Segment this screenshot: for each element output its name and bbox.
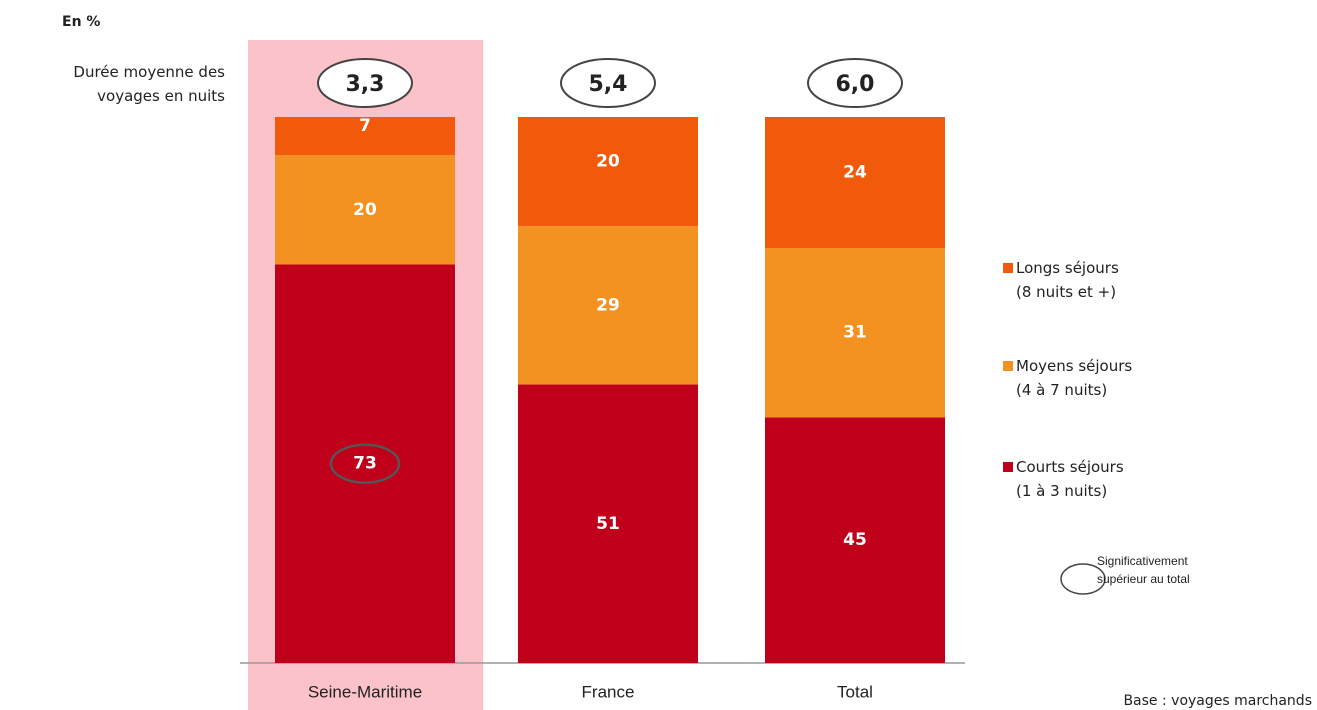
bar-segment [765,117,945,249]
average-label: 6,0 [836,72,875,97]
value-label: 51 [596,514,620,534]
x-tick-label: Seine-Maritime [308,682,422,701]
average-title: Durée moyenne des voyages en nuits [73,63,225,105]
bar-segment [275,155,455,265]
value-label: 73 [353,454,377,474]
bar-segment [518,226,698,385]
note-icon [1060,563,1106,595]
bar-segment [765,248,945,418]
average-oval [560,58,656,108]
average-label: 5,4 [589,72,628,97]
unit-label: En % [62,14,100,30]
note: Significativement supérieur au total [1097,554,1190,586]
legend-entry: Longs séjours (8 nuits et +) [1016,259,1119,301]
bar-segment [765,417,945,663]
average-oval [317,58,413,108]
value-label: 31 [843,323,867,343]
bar-segment [275,264,455,663]
bar-segment [518,384,698,663]
legend-swatch [1003,263,1013,273]
value-label: 29 [596,295,620,315]
bar-segment [518,117,698,227]
significance-circle [329,443,401,484]
source: Base : voyages marchands [1123,693,1312,709]
x-tick-label: Total [837,682,873,701]
legend-label: Moyens séjours (4 à 7 nuits) [1016,357,1133,399]
note-text: Significativement supérieur au total [1097,554,1190,586]
bar-segment [275,117,455,156]
value-label: 20 [596,152,620,172]
average-label: 3,3 [346,72,385,97]
value-label: 45 [843,530,867,550]
value-label: 24 [843,163,867,183]
x-tick-label: France [582,682,635,701]
legend-swatch [1003,361,1013,371]
value-label: 7 [359,116,371,136]
legend-entry: Moyens séjours (4 à 7 nuits) [1016,357,1133,399]
average-oval [807,58,903,108]
legend-swatch [1003,462,1013,472]
legend-label: Courts séjours (1 à 3 nuits) [1016,458,1124,500]
average-title-text: Durée moyenne des voyages en nuits [73,63,225,105]
legend-label: Longs séjours (8 nuits et +) [1016,259,1119,301]
value-label: 20 [353,200,377,220]
legend-entry: Courts séjours (1 à 3 nuits) [1016,458,1124,500]
